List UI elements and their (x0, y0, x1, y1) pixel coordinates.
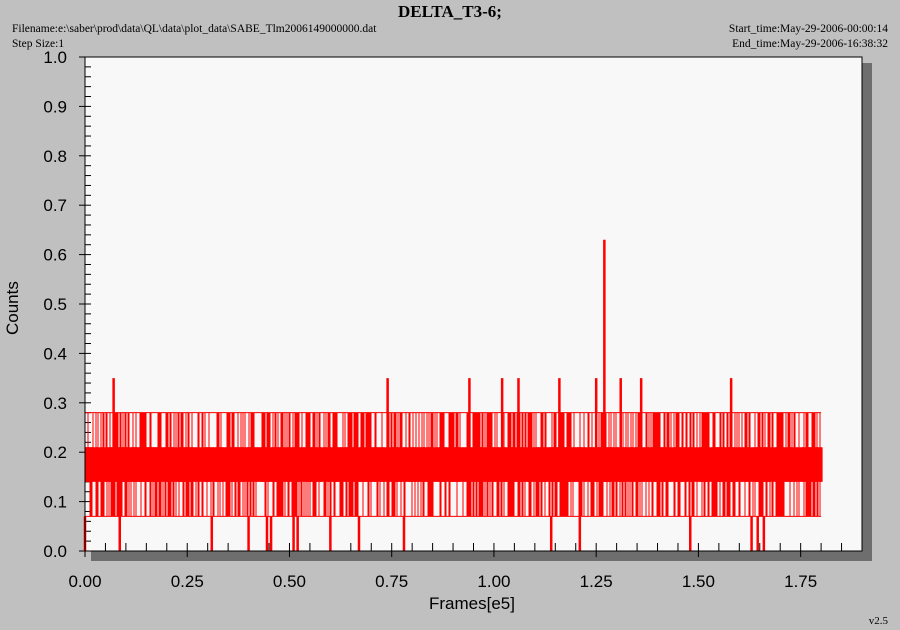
y-tick-label: 0.1 (43, 493, 67, 512)
filename-label: Filename:e:\saber\prod\data\QL\data\plot… (12, 23, 377, 35)
x-tick-label: 0.25 (171, 572, 204, 591)
x-tick-label: 1.00 (477, 572, 510, 591)
x-tick-label: 0.50 (273, 572, 306, 591)
y-tick-label: 0.0 (43, 542, 67, 561)
y-tick-label: 0.5 (43, 295, 67, 314)
end-time-label: End_time:May-29-2006-16:38:32 (732, 38, 888, 50)
y-tick-label: 0.4 (43, 344, 67, 363)
x-tick-label: 0.00 (68, 572, 101, 591)
x-axis-label: Frames[e5] (429, 594, 515, 613)
y-tick-label: 0.7 (43, 196, 67, 215)
y-axis-label: Counts (3, 281, 22, 335)
x-tick-label: 0.75 (375, 572, 408, 591)
x-tick-label: 1.25 (580, 572, 613, 591)
chart-title: DELTA_T3-6; (398, 2, 502, 21)
y-tick-label: 0.9 (43, 97, 67, 116)
tick-labels: 0.0 0.1 0.2 0.3 0.4 0.5 0.6 0.7 0.8 0.9 1.0 0.00 0.2… (43, 48, 817, 591)
plot-frame (84, 56, 863, 552)
series-counts (83, 239, 823, 551)
start-time-label: Start_time:May-29-2006-00:00:14 (728, 23, 888, 35)
y-tick-label: 0.2 (43, 443, 67, 462)
y-tick-label: 0.6 (43, 246, 67, 265)
version-label: v2.5 (868, 615, 888, 627)
x-tick-label: 1.50 (682, 572, 715, 591)
y-tick-label: 0.3 (43, 394, 67, 413)
x-tick-label: 1.75 (784, 572, 817, 591)
step-size-label: Step Size:1 (12, 38, 65, 50)
y-tick-label: 1.0 (43, 48, 67, 67)
y-tick-label: 0.8 (43, 147, 67, 166)
